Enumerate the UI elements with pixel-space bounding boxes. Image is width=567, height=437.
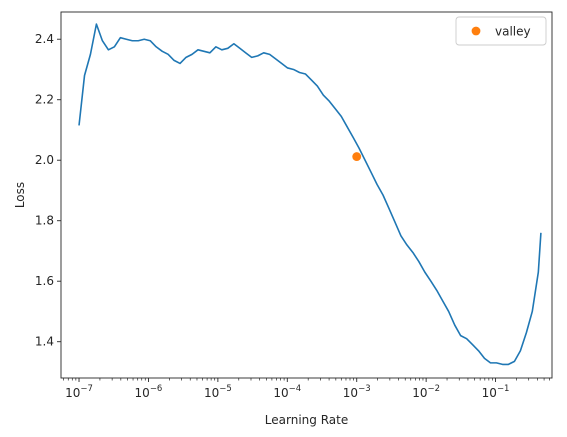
x-tick-label-exponent: −7 xyxy=(80,384,93,394)
x-tick-label-exponent: −6 xyxy=(150,384,163,394)
x-tick-label-exponent: −3 xyxy=(358,384,371,394)
y-tick-label: 2.2 xyxy=(35,93,54,107)
series-layer xyxy=(79,24,541,364)
x-tick-label-base: 10 xyxy=(343,386,358,400)
legend: valley xyxy=(456,17,546,45)
x-tick-label: 10−1 xyxy=(482,384,510,400)
x-tick-label-base: 10 xyxy=(135,386,150,400)
loss-line xyxy=(79,24,541,364)
x-axis-ticks: 10−7 10−6 10−5 10−4 10−3 10−2 10−1 xyxy=(65,378,509,400)
x-tick-label-base: 10 xyxy=(482,386,497,400)
y-axis-label: Loss xyxy=(13,182,27,208)
legend-label-valley: valley xyxy=(495,25,531,39)
x-tick-label: 10−2 xyxy=(412,384,440,400)
x-tick-label: 10−3 xyxy=(343,384,371,400)
legend-marker-valley xyxy=(472,27,481,36)
x-tick-label: 10−5 xyxy=(204,384,232,400)
x-tick-label-base: 10 xyxy=(412,386,427,400)
y-tick-label: 1.6 xyxy=(35,274,54,288)
x-tick-label-exponent: −4 xyxy=(289,384,302,394)
x-axis-label: Learning Rate xyxy=(265,413,348,427)
y-axis-ticks: 1.4 1.6 1.8 2.0 2.2 2.4 xyxy=(35,32,61,348)
y-tick-label: 2.0 xyxy=(35,153,54,167)
axes-frame xyxy=(61,12,552,378)
x-tick-label: 10−4 xyxy=(273,384,301,400)
valley-point xyxy=(352,152,361,161)
x-tick-label: 10−7 xyxy=(65,384,93,400)
y-tick-label: 2.4 xyxy=(35,32,54,46)
x-tick-label-base: 10 xyxy=(204,386,219,400)
x-tick-label: 10−6 xyxy=(135,384,163,400)
x-tick-label-exponent: −1 xyxy=(497,384,510,394)
y-tick-label: 1.4 xyxy=(35,335,54,349)
x-tick-label-base: 10 xyxy=(65,386,80,400)
plot-area-border xyxy=(61,12,552,378)
x-tick-label-base: 10 xyxy=(273,386,288,400)
x-tick-label-exponent: −5 xyxy=(219,384,232,394)
y-tick-label: 1.8 xyxy=(35,214,54,228)
x-tick-label-exponent: −2 xyxy=(428,384,441,394)
